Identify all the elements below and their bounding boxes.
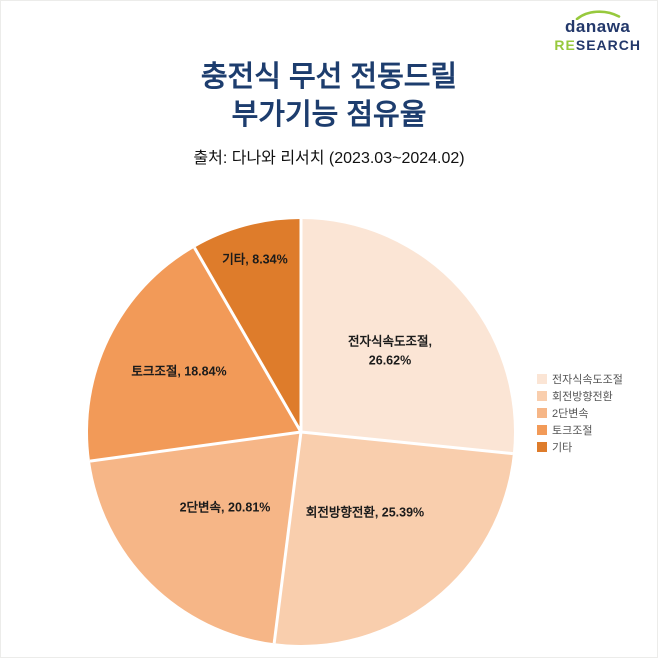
logo-danawa-text: danawa [565, 17, 631, 36]
pie-slice-2 [90, 432, 301, 644]
logo-research-text: RESEARCH [554, 38, 641, 52]
legend-item-1: 회전방향전환 [537, 390, 623, 403]
legend-swatch [537, 407, 547, 418]
legend-label: 토크조절 [552, 424, 593, 437]
logo-swoosh-icon [575, 10, 621, 20]
legend-item-4: 기타 [537, 441, 623, 454]
logo-research-search: SEARCH [575, 37, 641, 53]
legend-swatch [537, 424, 547, 435]
source-caption: 출처: 다나와 리서치 (2023.03~2024.02) [193, 150, 465, 167]
legend-swatch [537, 441, 547, 452]
slice-separator [272, 431, 303, 644]
legend-swatch [537, 390, 547, 401]
page-title-line1: 충전식 무선 전동드릴 [200, 61, 458, 93]
pie-slice-4 [194, 219, 301, 432]
legend-item-2: 2단변속 [537, 407, 623, 420]
legend-item-3: 토크조절 [537, 424, 623, 437]
pie-slice-0 [301, 219, 515, 454]
slice-separator [300, 430, 514, 456]
legend-item-0: 전자식속도조절 [537, 373, 623, 386]
legend-label: 2단변속 [552, 407, 589, 420]
pie-slice-3 [88, 247, 302, 462]
legend-label: 기타 [552, 441, 573, 454]
legend-label: 회전방향전환 [552, 390, 613, 403]
pie-slice-1 [274, 432, 513, 645]
pie-chart [88, 219, 515, 645]
legend-label: 전자식속도조절 [552, 373, 623, 386]
danawa-research-logo: danawa RESEARCH [554, 10, 641, 52]
logo-research-re: RE [554, 37, 576, 53]
slice-separator [193, 246, 303, 433]
slice-separator [89, 430, 302, 463]
legend-swatch [537, 373, 547, 384]
page-title-line2: 부가기능 점유율 [231, 99, 427, 132]
